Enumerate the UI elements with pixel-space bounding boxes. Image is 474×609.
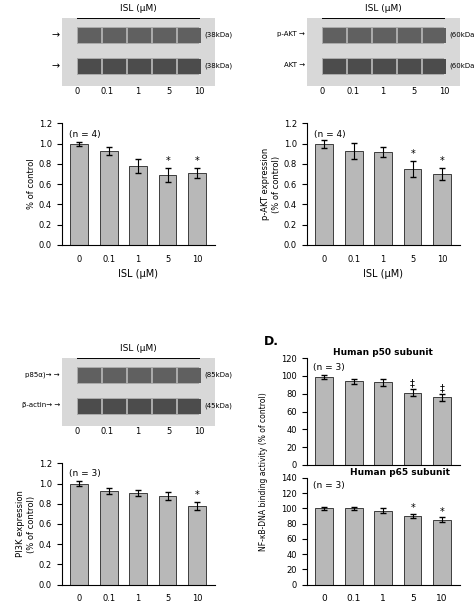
Text: *: * [195,156,200,166]
Bar [345,151,363,245]
Bar [374,382,392,465]
X-axis label: ISL (μM): ISL (μM) [118,269,158,279]
Text: ISL (μM): ISL (μM) [120,4,156,13]
Text: →: → [52,30,60,40]
Text: D.: D. [264,334,279,348]
Text: (n = 3): (n = 3) [313,481,345,490]
Bar [188,505,206,585]
Text: (85kDa): (85kDa) [204,371,232,378]
Bar [178,58,201,74]
Bar [153,368,176,383]
Text: (n = 3): (n = 3) [313,364,345,373]
Text: (60kDa): (60kDa) [449,62,474,69]
Text: (45kDa): (45kDa) [204,402,232,409]
Bar [404,516,421,585]
Y-axis label: PI3K expression
(% of control): PI3K expression (% of control) [17,490,36,557]
Text: (n = 4): (n = 4) [69,130,101,138]
Bar [78,28,101,43]
Text: ISL (μM): ISL (μM) [120,343,156,353]
Bar [423,28,447,43]
Bar [128,58,151,74]
Bar [322,27,445,44]
Bar [128,398,151,414]
Bar [78,368,101,383]
Text: NF-κB-DNA binding activity (% of control): NF-κB-DNA binding activity (% of control… [259,392,268,551]
Bar [423,58,447,74]
Text: p85α)→ →: p85α)→ → [26,371,60,378]
Bar [100,491,118,585]
Bar [153,28,176,43]
Bar [322,58,445,75]
Bar [373,58,396,74]
Text: (38kDa): (38kDa) [204,62,232,69]
Bar [178,398,201,414]
Bar [188,173,206,245]
Bar [103,368,126,383]
Bar [159,175,176,245]
Text: *: * [410,149,415,159]
Bar [433,397,451,465]
Bar [153,58,176,74]
Bar [103,58,126,74]
Text: *: * [410,503,415,513]
Bar [77,367,200,384]
Text: *: * [440,156,445,166]
Bar [103,398,126,414]
Bar [159,496,176,585]
Text: (n = 4): (n = 4) [314,130,346,138]
Text: β-actin→ →: β-actin→ → [22,403,60,408]
Bar [433,519,451,585]
Text: Human p65 subunit: Human p65 subunit [349,468,449,477]
Bar [374,510,392,585]
Bar [398,58,421,74]
Text: (60kDa): (60kDa) [449,31,474,38]
Bar [78,398,101,414]
Text: ISL (μM): ISL (μM) [365,4,401,13]
Y-axis label: % of control: % of control [27,159,36,209]
Text: *: * [440,507,445,516]
Text: ‡: ‡ [410,378,415,389]
Bar [129,493,147,585]
Bar [316,509,333,585]
Bar [316,144,333,245]
Bar [348,58,371,74]
Title: Human p50 subunit: Human p50 subunit [333,348,433,357]
Bar [404,393,421,465]
Bar [323,28,346,43]
Text: *: * [165,156,170,166]
Bar [178,28,201,43]
Text: *: * [195,490,200,500]
Bar [433,174,451,245]
Bar [103,28,126,43]
Text: ‡: ‡ [440,383,445,393]
Bar [128,368,151,383]
Bar [78,58,101,74]
Bar [71,484,88,585]
Text: (n = 3): (n = 3) [69,470,101,478]
Y-axis label: p-AKT expression
(% of control): p-AKT expression (% of control) [262,148,281,220]
Bar [345,381,363,465]
Bar [345,509,363,585]
Bar [77,27,200,44]
Bar [153,398,176,414]
Bar [398,28,421,43]
Bar [348,28,371,43]
Text: →: → [52,61,60,71]
Bar [77,58,200,75]
Bar [374,152,392,245]
X-axis label: ISL (μM): ISL (μM) [363,269,403,279]
Bar [128,28,151,43]
Bar [71,144,88,245]
Bar [178,368,201,383]
Text: p-AKT →: p-AKT → [277,32,305,37]
Bar [316,377,333,465]
Bar [100,151,118,245]
Bar [373,28,396,43]
Bar [129,166,147,245]
Text: (38kDa): (38kDa) [204,31,232,38]
Bar [323,58,346,74]
Bar [404,169,421,245]
Bar [77,398,200,415]
Text: AKT →: AKT → [284,63,305,68]
